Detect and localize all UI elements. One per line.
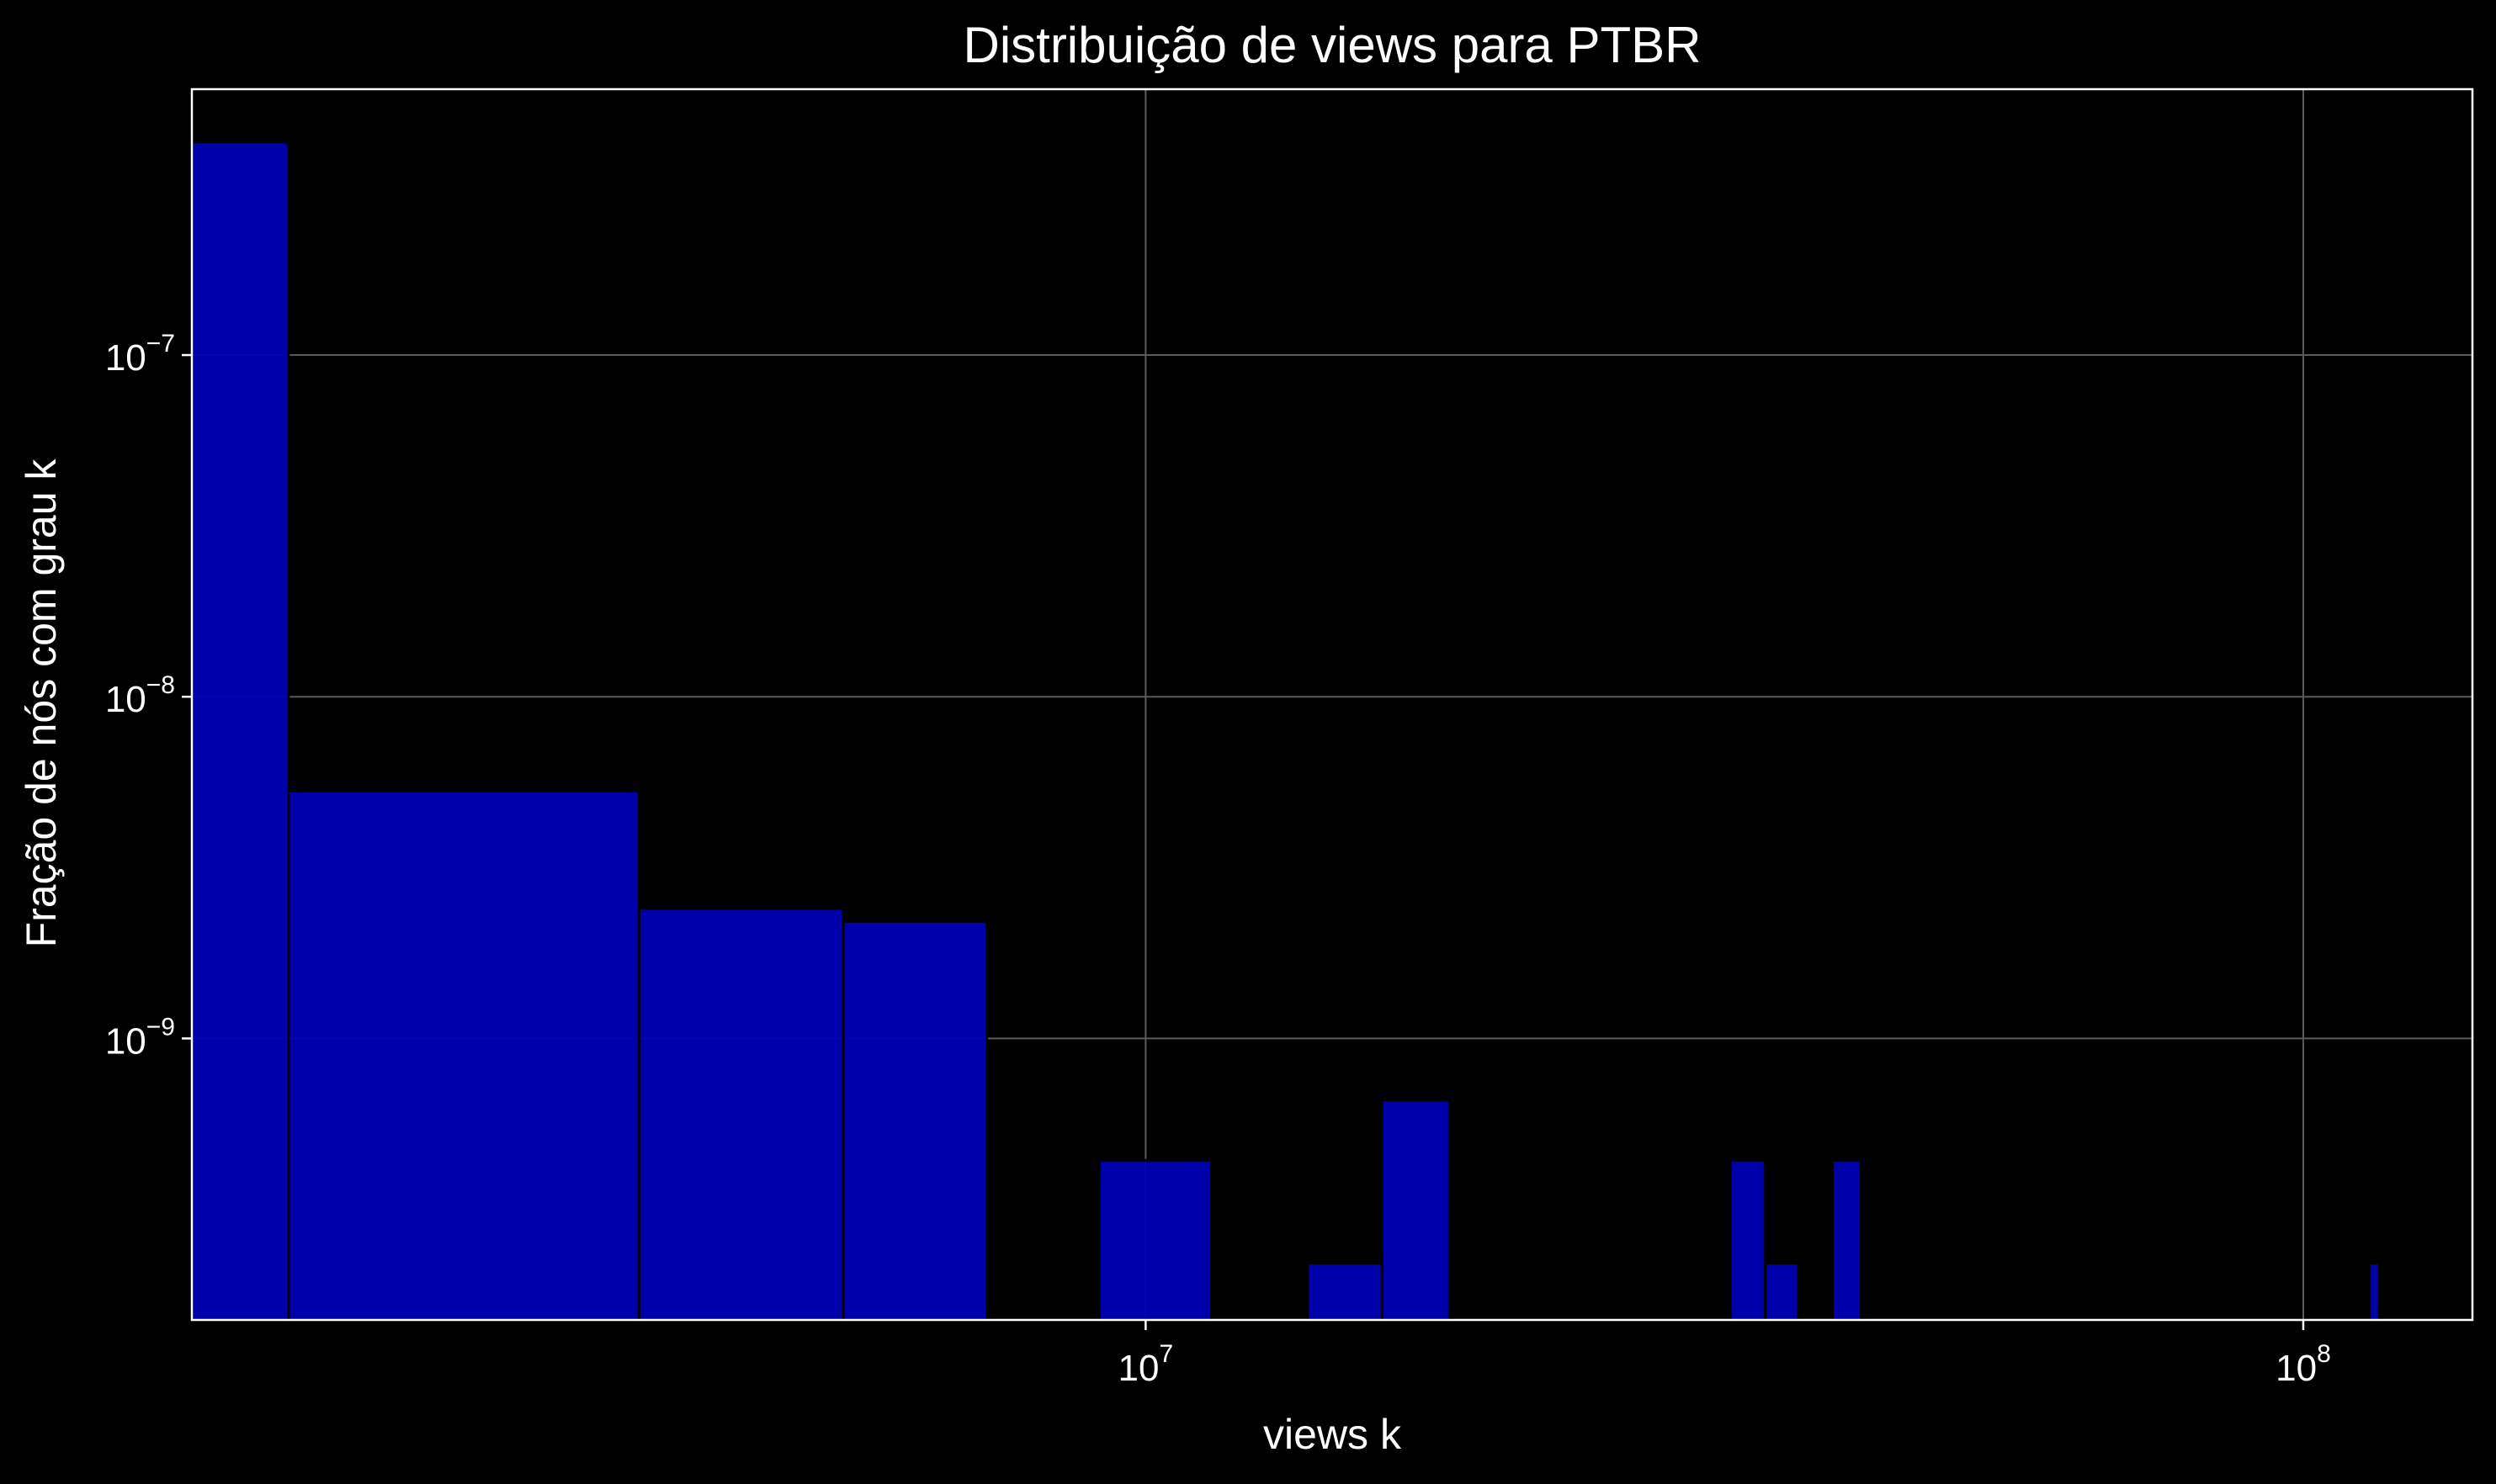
y-tick-label-0: 10−7 — [105, 330, 175, 379]
axis-ticks: 107 108 10−7 10−8 10−9 — [105, 330, 2331, 1389]
histogram-bars — [190, 140, 2381, 1322]
histogram-bar-2 — [637, 907, 845, 1322]
histogram-bar-8 — [1729, 1158, 1767, 1322]
y-tick-label-2: 10−9 — [105, 1013, 175, 1062]
x-axis-label: views k — [1263, 1411, 1402, 1458]
grid-lines — [192, 89, 2472, 1320]
histogram-bar-9 — [1764, 1261, 1800, 1322]
histogram-bar-7 — [1380, 1099, 1451, 1322]
histogram-bar-1 — [287, 789, 640, 1322]
histogram-bar-10 — [1831, 1158, 1863, 1322]
y-tick-label-1: 10−8 — [105, 671, 175, 720]
chart-title: Distribuição de views para PTBR — [963, 17, 1701, 73]
x-tick-label-0: 107 — [1118, 1340, 1174, 1389]
y-axis-label: Fração de nós com grau k — [18, 458, 65, 948]
histogram-bar-6 — [1306, 1261, 1383, 1322]
histogram-bar-11 — [2367, 1261, 2381, 1322]
histogram-bar-5 — [1097, 1158, 1213, 1322]
histogram-bar-0 — [190, 140, 290, 1322]
plot-frame — [190, 87, 2474, 1322]
x-tick-label-1: 108 — [2276, 1340, 2331, 1389]
histogram-bar-3 — [842, 920, 989, 1322]
